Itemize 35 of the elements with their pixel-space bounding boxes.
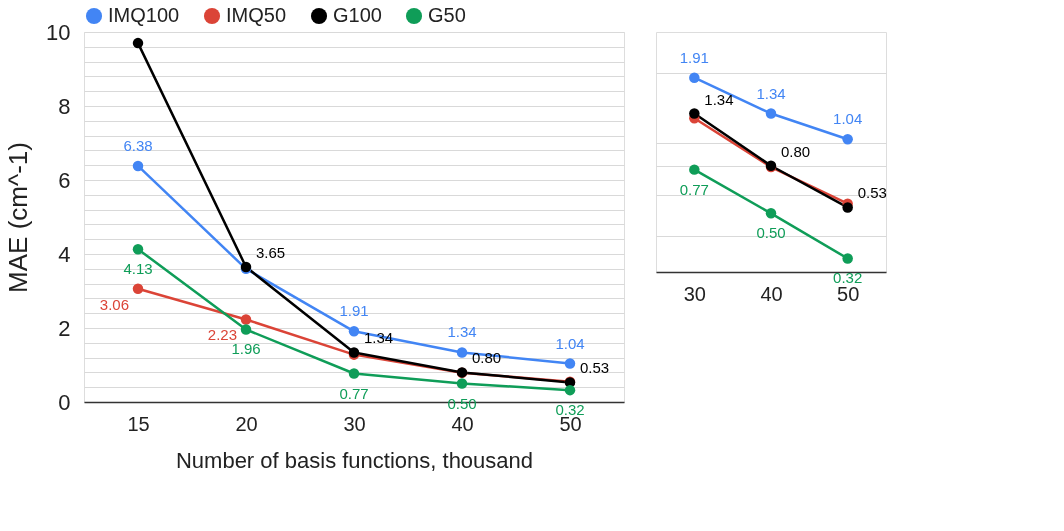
y-tick-label: 4 — [58, 241, 71, 267]
x-axis-title: Number of basis functions, thousand — [175, 447, 534, 473]
data-label: 3.65 — [256, 243, 286, 261]
y-axis-title: MAE (cm^-1) — [3, 142, 34, 293]
data-label: 1.91 — [679, 48, 709, 66]
data-label: 0.53 — [857, 184, 887, 202]
x-tick-label: 30 — [683, 282, 706, 305]
data-label: 1.34 — [704, 90, 734, 108]
data-label: 1.04 — [555, 334, 585, 352]
data-label: 0.53 — [580, 359, 610, 377]
y-tick-label: 6 — [58, 167, 71, 193]
data-label: 1.91 — [339, 302, 369, 320]
legend-label: G100 — [333, 4, 382, 26]
x-tick-label: 40 — [451, 412, 474, 435]
x-tick-label: 40 — [760, 282, 783, 305]
y-tick-label: 10 — [46, 19, 71, 45]
data-label: 0.77 — [679, 180, 709, 198]
legend-label: IMQ50 — [226, 4, 287, 26]
data-label: 4.13 — [123, 260, 153, 278]
data-label: 3.06 — [99, 295, 129, 313]
x-tick-label: 30 — [343, 412, 366, 435]
y-tick-label: 2 — [58, 315, 71, 341]
x-tick-label: 15 — [127, 412, 150, 435]
data-label: 0.50 — [756, 224, 786, 242]
data-label: 6.38 — [123, 136, 153, 154]
data-label: 0.80 — [781, 142, 811, 160]
data-label: 1.34 — [447, 323, 477, 341]
data-label: 0.77 — [339, 384, 369, 402]
legend-label: G50 — [428, 4, 466, 26]
legend-label: IMQ100 — [108, 4, 180, 26]
data-label: 1.04 — [833, 110, 863, 128]
y-tick-label: 0 — [58, 389, 71, 415]
y-tick-label: 8 — [58, 93, 71, 119]
x-tick-label: 20 — [235, 412, 258, 435]
data-label: 1.34 — [756, 84, 786, 102]
